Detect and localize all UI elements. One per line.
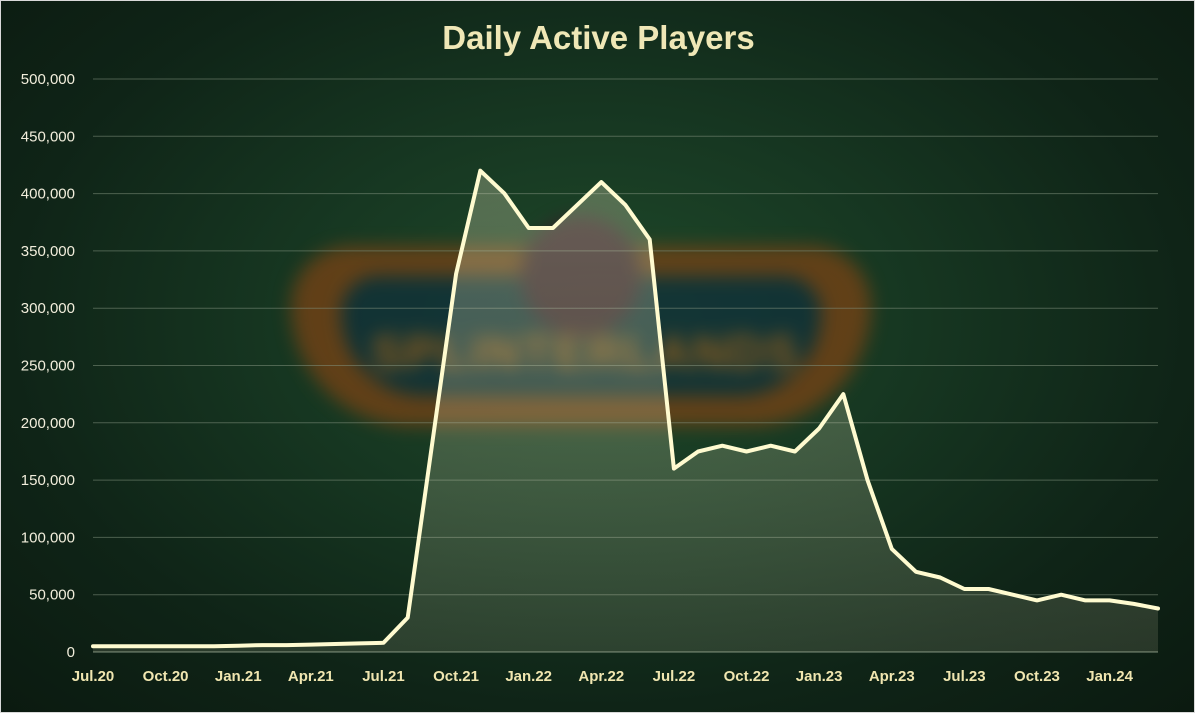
y-tick-label: 200,000 — [21, 415, 75, 432]
x-tick-label: Jul.21 — [362, 668, 405, 685]
series-line — [91, 168, 1160, 649]
x-tick-label: Apr.22 — [578, 668, 624, 685]
y-tick-label: 0 — [67, 644, 75, 661]
y-tick-label: 50,000 — [29, 587, 75, 604]
x-tick-label: Oct.22 — [724, 668, 770, 685]
x-tick-label: Apr.21 — [288, 668, 334, 685]
chart-title: Daily Active Players — [442, 19, 755, 56]
x-tick-label: Jan.21 — [215, 668, 262, 685]
y-tick-label: 100,000 — [21, 529, 75, 546]
x-tick-label: Jul.20 — [72, 668, 115, 685]
x-tick-label: Jul.23 — [943, 668, 986, 685]
y-tick-label: 400,000 — [21, 186, 75, 203]
x-tick-label: Oct.23 — [1014, 668, 1060, 685]
y-tick-label: 500,000 — [21, 71, 75, 88]
x-tick-label: Jan.24 — [1086, 668, 1133, 685]
x-tick-label: Jan.22 — [505, 668, 552, 685]
y-tick-label: 250,000 — [21, 358, 75, 375]
x-tick-label: Oct.20 — [143, 668, 189, 685]
x-tick-label: Oct.21 — [433, 668, 479, 685]
y-tick-label: 300,000 — [21, 300, 75, 317]
x-tick-label: Apr.23 — [869, 668, 915, 685]
x-tick-label: Jan.23 — [796, 668, 843, 685]
y-tick-label: 150,000 — [21, 472, 75, 489]
y-tick-label: 450,000 — [21, 128, 75, 145]
series-area — [93, 170, 1158, 652]
y-tick-label: 350,000 — [21, 243, 75, 260]
x-tick-label: Jul.22 — [653, 668, 696, 685]
